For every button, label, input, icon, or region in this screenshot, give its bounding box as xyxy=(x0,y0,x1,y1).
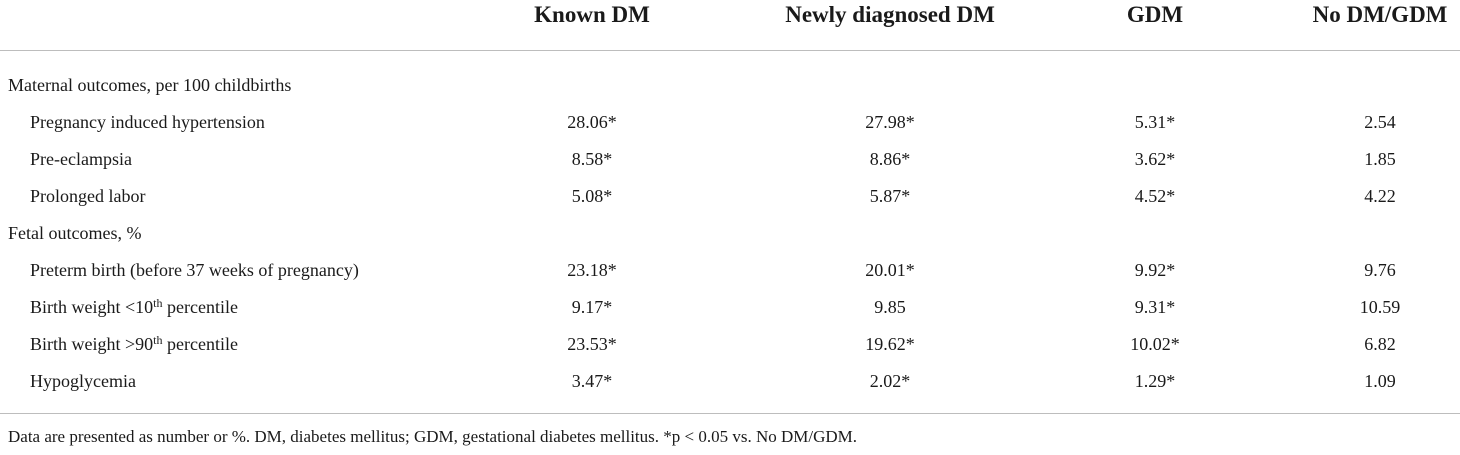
row-label: Pre-eclampsia xyxy=(30,149,132,170)
section-row: Maternal outcomes, per 100 childbirths xyxy=(0,66,1460,103)
table-row: Birth weight >90th percentile 23.53* 19.62… xyxy=(0,325,1460,362)
table-cell: 27.98* xyxy=(865,112,915,132)
table-cell: 2.54 xyxy=(1364,112,1396,132)
table-cell: 9.85 xyxy=(874,297,906,317)
row-label-superscript: th xyxy=(153,296,163,310)
table-footnote: Data are presented as number or %. DM, d… xyxy=(8,427,858,446)
row-label-text: Prolonged labor xyxy=(30,186,146,206)
row-label: Pregnancy induced hypertension xyxy=(30,112,265,133)
table-row: Hypoglycemia 3.47* 2.02* 1.29* 1.09 xyxy=(0,362,1460,399)
table-cell: 1.09 xyxy=(1364,371,1396,391)
row-label-suffix: percentile xyxy=(162,334,238,354)
section-label: Fetal outcomes, % xyxy=(8,223,142,243)
table-cell: 23.18* xyxy=(567,260,617,280)
row-label: Birth weight >90th percentile xyxy=(30,334,238,355)
table-row: Preterm birth (before 37 weeks of pregna… xyxy=(0,251,1460,288)
table-cell: 8.58* xyxy=(571,149,613,169)
table-row: Pre-eclampsia 8.58* 8.86* 3.62* 1.85 xyxy=(0,140,1460,177)
row-label-text: Pre-eclampsia xyxy=(30,149,132,169)
table-cell: 20.01* xyxy=(865,260,915,280)
row-label: Hypoglycemia xyxy=(30,371,136,392)
row-label: Preterm birth (before 37 weeks of pregna… xyxy=(30,260,359,281)
table-cell: 1.29* xyxy=(1134,371,1176,391)
column-header-no-dm-gdm: No DM/GDM xyxy=(1312,2,1448,27)
section-row: Fetal outcomes, % xyxy=(0,214,1460,251)
table-header: Known DM Newly diagnosed DM GDM No DM/GD… xyxy=(0,0,1460,51)
table-row: Birth weight <10th percentile 9.17* 9.85 9.… xyxy=(0,288,1460,325)
row-label-text: Pregnancy induced hypertension xyxy=(30,112,265,132)
table-cell: 1.85 xyxy=(1364,149,1396,169)
column-header-newly-diagnosed-dm: Newly diagnosed DM xyxy=(785,2,995,27)
table-cell: 2.02* xyxy=(869,371,911,391)
row-label-text: Preterm birth (before 37 weeks of pregna… xyxy=(30,260,359,280)
table-cell: 10.02* xyxy=(1130,334,1180,354)
section-label: Maternal outcomes, per 100 childbirths xyxy=(8,75,292,95)
row-label-text: Birth weight <10 xyxy=(30,297,154,317)
row-label: Prolonged labor xyxy=(30,186,145,207)
row-label-superscript: th xyxy=(153,333,163,347)
table-row: Pregnancy induced hypertension 28.06* 27.9… xyxy=(0,103,1460,140)
table-cell: 3.47* xyxy=(571,371,613,391)
table-cell: 9.17* xyxy=(571,297,613,317)
table-cell: 5.31* xyxy=(1134,112,1176,132)
table-cell: 6.82 xyxy=(1364,334,1396,354)
row-label-text: Hypoglycemia xyxy=(30,371,136,391)
table-cell: 23.53* xyxy=(567,334,617,354)
table-cell: 10.59 xyxy=(1359,297,1401,317)
table-cell: 9.92* xyxy=(1134,260,1176,280)
row-label: Birth weight <10th percentile xyxy=(30,297,238,318)
row-label-suffix: percentile xyxy=(162,297,238,317)
table-cell: 8.86* xyxy=(869,149,911,169)
table-cell: 19.62* xyxy=(865,334,915,354)
table-cell: 4.22 xyxy=(1364,186,1396,206)
column-header-gdm: GDM xyxy=(1126,2,1184,27)
row-label-text: Birth weight >90 xyxy=(30,334,154,354)
table-cell: 28.06* xyxy=(567,112,617,132)
table-bottom-rule xyxy=(0,413,1460,414)
table-cell: 5.87* xyxy=(869,186,911,206)
column-header-known-dm: Known DM xyxy=(534,2,650,27)
table-cell: 4.52* xyxy=(1134,186,1176,206)
table-row: Prolonged labor 5.08* 5.87* 4.52* 4.22 xyxy=(0,177,1460,214)
table-cell: 3.62* xyxy=(1134,149,1176,169)
table-cell: 5.08* xyxy=(571,186,613,206)
table-cell: 9.76 xyxy=(1364,260,1396,280)
table-cell: 9.31* xyxy=(1134,297,1176,317)
